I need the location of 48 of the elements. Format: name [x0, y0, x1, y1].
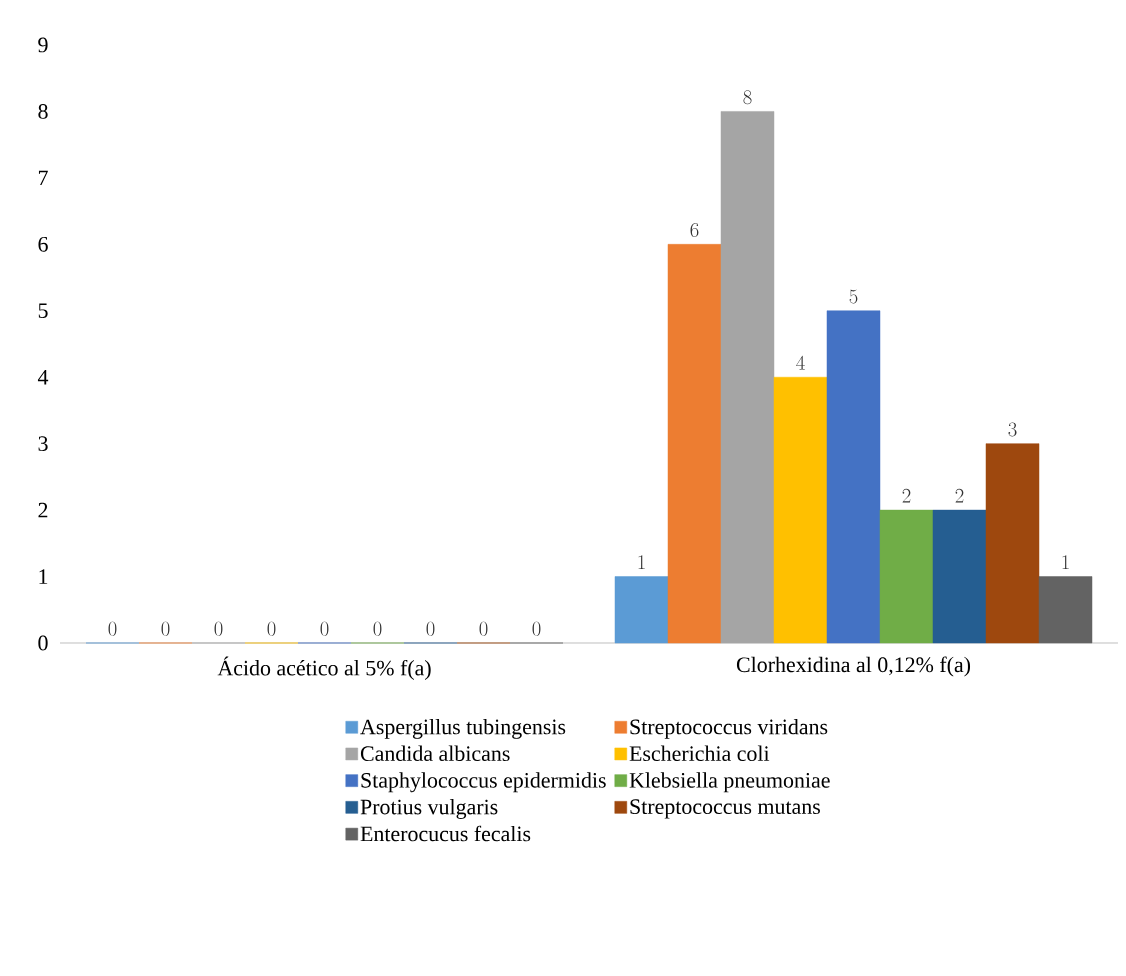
bar	[826, 310, 881, 644]
x-tick-label: Ácido acético al 5% f(a)	[217, 656, 431, 680]
y-tick-label: 4	[37, 370, 49, 385]
legend-label: Protius vulgaris	[360, 798, 498, 819]
y-tick-label: 6	[38, 236, 48, 252]
y-tick-label: 9	[38, 37, 48, 53]
data-label: 0	[214, 621, 223, 636]
legend-label: Streptococcus mutans	[630, 799, 820, 819]
legend-label: Klebsiella pneumoniae	[629, 772, 830, 793]
y-tick-label: 0	[38, 635, 48, 651]
data-label: 8	[743, 90, 752, 105]
bar	[667, 244, 722, 644]
y-tick-label: 8	[38, 104, 48, 119]
legend-label: Candida albicans	[360, 745, 510, 762]
legend-label: Staphylococcus epidermidis	[361, 772, 606, 793]
bar	[1038, 576, 1093, 644]
legend-label: Aspergillus tubingensis	[360, 718, 566, 739]
data-label: 0	[320, 621, 329, 636]
data-label: 1	[638, 555, 645, 569]
y-tick-label: 2	[38, 502, 48, 518]
data-label: 0	[479, 621, 488, 636]
data-label: 4	[796, 355, 805, 370]
bar	[720, 111, 775, 644]
data-label: 0	[161, 621, 170, 636]
data-label: 0	[108, 621, 117, 636]
y-tick-label: 1	[39, 569, 48, 584]
bar	[932, 509, 987, 644]
bar	[614, 576, 669, 644]
bar	[879, 509, 934, 644]
x-tick-label: Clorhexidina al 0,12% f(a)	[736, 656, 971, 677]
data-label: 2	[955, 488, 964, 503]
legend-label: Escherichia coli	[629, 745, 770, 762]
y-tick-label: 5	[38, 303, 48, 319]
y-tick-label: 3	[38, 436, 48, 452]
legend-label: Enterocucus fecalis	[360, 825, 531, 842]
legend-label: Streptococcus viridans	[630, 718, 828, 739]
bar	[773, 376, 828, 644]
data-label: 2	[902, 488, 911, 503]
data-label: 0	[267, 621, 276, 636]
data-label: 0	[373, 621, 382, 636]
data-label: 0	[532, 621, 541, 636]
data-label: 1	[1062, 555, 1069, 569]
data-label: 6	[690, 223, 699, 238]
data-label: 0	[426, 621, 435, 636]
data-label: 5	[849, 289, 858, 304]
y-tick-label: 7	[38, 170, 48, 186]
data-label: 3	[1008, 422, 1017, 437]
bar	[985, 443, 1040, 644]
